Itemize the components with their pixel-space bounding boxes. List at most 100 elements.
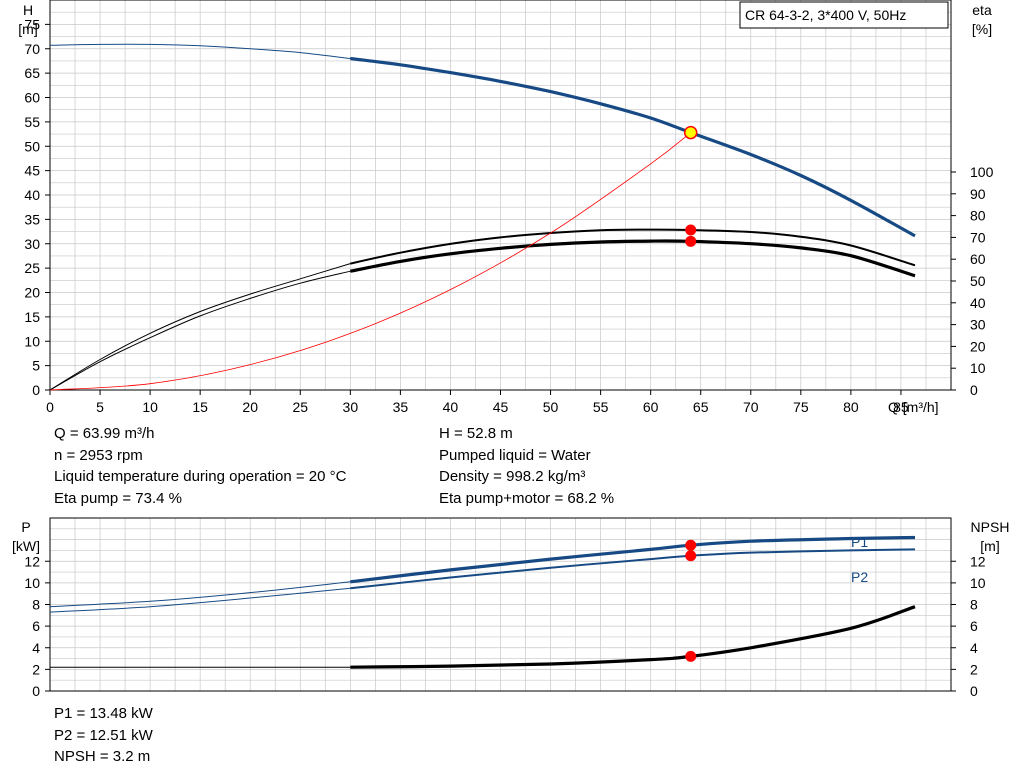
x-tick-label: 20: [242, 399, 258, 415]
x-tick-label: 25: [292, 399, 308, 415]
y-tick-label-right: 60: [970, 251, 986, 267]
p2-curve-extended: [49, 587, 351, 613]
system-curve: [49, 132, 691, 391]
y-tick-label-right: 12: [970, 553, 986, 569]
x-tick-label: 75: [793, 399, 809, 415]
top-ylabel-left-line1: H: [23, 2, 33, 18]
x-tick-label: 70: [743, 399, 759, 415]
bottom-ylabel-right-line2: [m]: [980, 538, 999, 554]
duty-point-eta-pump: [685, 224, 697, 236]
y-tick-label-left: 40: [24, 187, 40, 203]
y-tick-label-left: 5: [32, 358, 40, 374]
info-p1: P1 = 13.48 kW: [54, 705, 153, 722]
y-tick-label-left: 45: [24, 163, 40, 179]
info-p2: P2 = 12.51 kW: [54, 726, 153, 744]
eta-pump-curve-extended: [49, 263, 351, 391]
y-tick-label-left: 20: [24, 285, 40, 301]
operating-info-bottom: P1 = 13.48 kW P2 = 12.51 kW NPSH = 3.2 m: [54, 703, 153, 768]
y-tick-label-left: 55: [24, 114, 40, 130]
y-tick-label-left: 75: [24, 16, 40, 32]
x-tick-label: 5: [96, 399, 104, 415]
y-tick-label-right: 0: [970, 382, 978, 398]
info-eta-pump-motor: Eta pump+motor = 68.2 %: [439, 489, 615, 507]
y-tick-label-left: 70: [24, 41, 40, 57]
duty-points: [683, 125, 698, 662]
x-tick-label: 65: [693, 399, 709, 415]
bottom-tick-labels: 0 2 4 6 8 10 12 0 2 4 6 8 10 12: [24, 553, 985, 699]
series-label-p1: P1: [851, 534, 868, 550]
eta-pump-motor-curve: [350, 239, 916, 278]
p1-curve: [350, 535, 916, 584]
info-liquid-temperature: Liquid temperature during operation = 20…: [54, 468, 347, 485]
info-flow: Q = 63.99 m³/h: [54, 425, 155, 442]
top-tick-labels: 0 5 10 15 20 25 30 35 40 45 50 55 60 65 70 75 80 85 0 5 10 15…: [24, 16, 993, 415]
y-tick-label-left: 0: [32, 683, 40, 699]
info-speed: n = 2953 rpm: [54, 446, 143, 464]
title-box: [739, 1, 949, 29]
head-curve: [350, 56, 916, 238]
y-tick-label-left: 25: [24, 260, 40, 276]
p1-curve-extended: [49, 581, 351, 608]
y-tick-label-left: 30: [24, 236, 40, 252]
y-tick-label-right: 30: [970, 317, 986, 333]
eta-pump-motor-curve-extended: [49, 270, 351, 391]
info-npsh: NPSH = 3.2 m: [54, 748, 151, 765]
y-tick-label-left: 60: [24, 90, 40, 106]
x-tick-label: 55: [593, 399, 609, 415]
y-tick-label-left: 8: [32, 597, 40, 613]
top-xlabel: Q [m³/h]: [888, 399, 939, 415]
y-tick-label-right: 80: [970, 208, 986, 224]
npsh-curve: [350, 605, 916, 669]
y-tick-label-right: 40: [970, 295, 986, 311]
y-tick-label-right: 70: [970, 229, 986, 245]
bottom-ylabel-right-line1: NPSH: [971, 519, 1010, 535]
y-tick-label-right: 8: [970, 597, 978, 613]
x-tick-label: 0: [46, 399, 54, 415]
y-tick-label-right: 100: [970, 164, 994, 180]
x-tick-label: 80: [843, 399, 859, 415]
y-tick-label-right: 20: [970, 338, 986, 354]
operating-info-left: Q = 63.99 m³/h n = 2953 rpm Liquid tempe…: [54, 423, 346, 509]
y-tick-label-left: 0: [32, 382, 40, 398]
y-tick-label-left: 6: [32, 618, 40, 634]
top-ylabel-left-line2: [m]: [18, 21, 37, 37]
bottom-ylabel-left-line2: [kW]: [12, 538, 40, 554]
info-pumped-liquid: Pumped liquid = Water: [439, 446, 591, 464]
curves: [49, 43, 916, 669]
duty-point-p2: [685, 550, 697, 562]
x-tick-label: 40: [443, 399, 459, 415]
y-tick-label-left: 15: [24, 309, 40, 325]
x-tick-label: 60: [643, 399, 659, 415]
y-tick-label-left: 2: [32, 661, 40, 677]
y-tick-label-left: 65: [24, 65, 40, 81]
y-tick-label-left: 10: [24, 575, 40, 591]
duty-point-p1: [685, 539, 697, 551]
x-tick-label: 45: [493, 399, 509, 415]
y-tick-label-left: 35: [24, 211, 40, 227]
info-head: H = 52.8 m: [439, 425, 513, 442]
y-tick-label-right: 50: [970, 273, 986, 289]
chart-title: CR 64-3-2, 3*400 V, 50Hz: [745, 7, 906, 23]
y-tick-label-right: 10: [970, 360, 986, 376]
top-ylabel-right-line1: eta: [972, 2, 992, 18]
y-tick-label-left: 10: [24, 333, 40, 349]
y-tick-label-right: 10: [970, 575, 986, 591]
y-tick-label-left: 4: [32, 640, 40, 656]
y-tick-label-left: 12: [24, 553, 40, 569]
y-tick-label-right: 6: [970, 618, 978, 634]
info-density: Density = 998.2 kg/m³: [439, 468, 586, 485]
y-tick-label-right: 0: [970, 683, 978, 699]
x-tick-label: 10: [142, 399, 158, 415]
head-curve-extended: [49, 43, 351, 59]
eta-pump-curve: [350, 228, 916, 267]
y-tick-label-right: 2: [970, 661, 978, 677]
x-tick-label: 50: [543, 399, 559, 415]
p2-curve: [350, 548, 916, 590]
operating-info-right: H = 52.8 m Pumped liquid = Water Density…: [439, 423, 614, 509]
x-tick-label: 15: [192, 399, 208, 415]
y-tick-label-right: 4: [970, 640, 978, 656]
duty-point-eta-pump-motor: [685, 235, 697, 247]
y-tick-label-left: 50: [24, 138, 40, 154]
info-eta-pump: Eta pump = 73.4 %: [54, 489, 182, 507]
